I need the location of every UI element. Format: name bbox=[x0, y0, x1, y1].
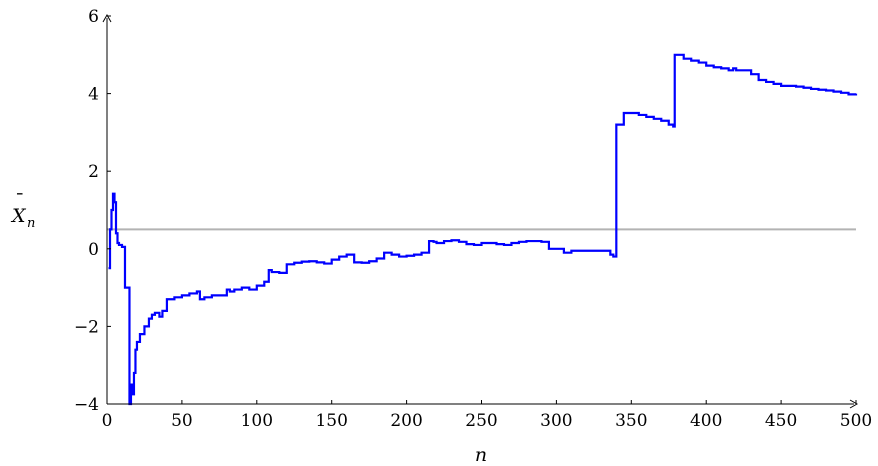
x-axis-label: n bbox=[475, 444, 487, 466]
x-tick-label: 450 bbox=[765, 411, 797, 431]
y-tick-label: 4 bbox=[88, 85, 99, 105]
x-tick-label: 50 bbox=[171, 411, 193, 431]
x-tick-label: 200 bbox=[390, 411, 422, 431]
x-tick-label: 500 bbox=[840, 411, 872, 431]
y-tick-label: 2 bbox=[88, 162, 99, 182]
x-tick-label: 0 bbox=[102, 411, 113, 431]
x-tick-label: 350 bbox=[615, 411, 647, 431]
axis-labels: n X ¯ n bbox=[10, 190, 487, 466]
x-tick-label: 100 bbox=[241, 411, 273, 431]
x-axis: 0 50 100 150 200 250 300 350 400 450 500 bbox=[102, 399, 872, 431]
y-tick-label: −2 bbox=[74, 317, 99, 337]
y-axis-label: X ¯ n bbox=[10, 190, 35, 231]
y-axis: −4 −2 0 2 4 6 bbox=[74, 7, 112, 415]
y-axis-label-symbol: X bbox=[10, 205, 27, 227]
x-tick-label: 150 bbox=[315, 411, 347, 431]
x-tick-label: 400 bbox=[690, 411, 722, 431]
x-tick-label: 250 bbox=[465, 411, 497, 431]
y-tick-label: 6 bbox=[88, 7, 99, 27]
y-tick-label: 0 bbox=[88, 240, 99, 260]
plot-area bbox=[107, 53, 858, 406]
y-axis-label-overbar: ¯ bbox=[15, 190, 25, 212]
x-tick-label: 300 bbox=[540, 411, 572, 431]
x-axis-arrow bbox=[849, 399, 859, 409]
series-line bbox=[108, 53, 858, 406]
y-axis-arrow bbox=[102, 13, 112, 23]
y-axis-label-subscript: n bbox=[27, 216, 35, 231]
y-tick-label: −4 bbox=[74, 395, 99, 415]
